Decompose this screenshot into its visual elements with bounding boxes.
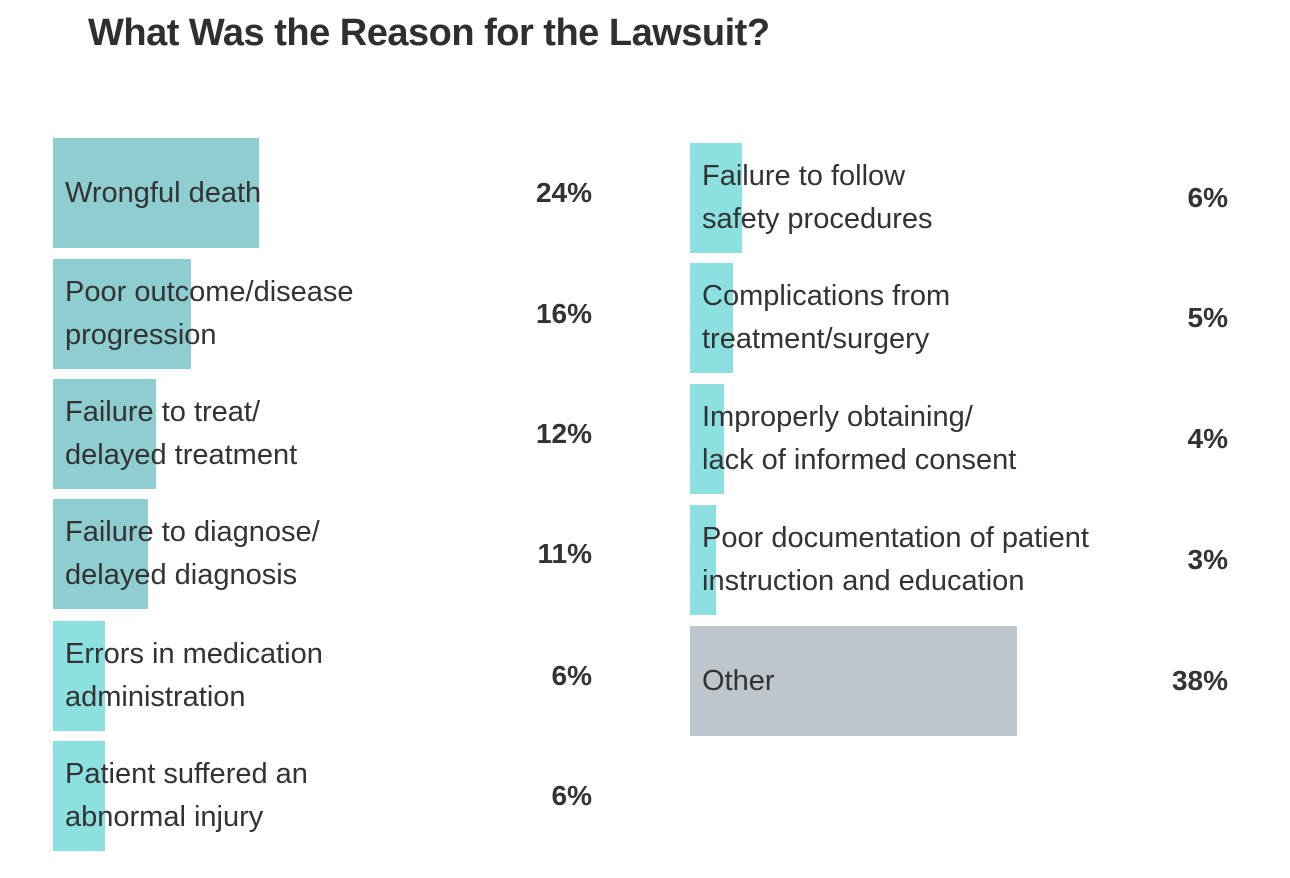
bar-row: Improperly obtaining/lack of informed co… (690, 384, 1228, 494)
bar-label-line: abnormal injury (65, 801, 264, 833)
data-label: 6% (1187, 182, 1228, 213)
bar-label-line: lack of informed consent (702, 444, 1017, 476)
bar-label: Improperly obtaining/lack of informed co… (702, 384, 1016, 494)
bar-row: Poor outcome/disease progression 16% (53, 259, 592, 369)
bar (53, 379, 157, 489)
bar-label-line: Wrongful death (65, 176, 262, 209)
bar-label-line: safety procedures (702, 203, 933, 235)
bar-label-line: Failure to treat/ (65, 396, 261, 428)
bar-label-line: treatment/surgery (702, 323, 930, 355)
data-label: 16% (535, 298, 592, 329)
bar-label-line: Other (702, 664, 775, 697)
bar-label: Complications from treatment/surgery (702, 263, 950, 373)
data-label: 4% (1187, 423, 1228, 454)
bar-label-line: Patient suffered an (65, 758, 308, 790)
bar-label-line: instruction and education (702, 565, 1025, 597)
bar-row: Poor documentation of patient instruction… (690, 505, 1228, 615)
bar-label: Failure to treat/delayed treatment (65, 379, 297, 489)
bar-label: Failure to diagnose/delayed diagnosis (65, 499, 320, 609)
bar (690, 143, 742, 253)
bar-row: Failure to follow safety procedures 6% (690, 143, 1228, 253)
bar-label: Poor outcome/disease progression (65, 259, 354, 369)
bar-label-line: Errors in medication (65, 638, 323, 670)
bar-label-line: Failure to diagnose/ (65, 516, 320, 548)
bar (690, 626, 1017, 736)
data-label: 3% (1187, 544, 1228, 575)
bar-label-line: Failure to follow (702, 160, 906, 192)
data-label: 11% (537, 538, 593, 569)
bar-row: Wrongful death 24% (53, 138, 592, 248)
bar-label: Wrongful death (65, 138, 261, 248)
bar-label-line: progression (65, 319, 217, 351)
bar (53, 621, 105, 731)
bar (53, 741, 105, 851)
bar-row: Failure to treat/delayed treatment 12% (53, 379, 592, 489)
bar-label: Patient suffered an abnormal injury (65, 741, 308, 851)
bar-label-line: Improperly obtaining/ (702, 401, 973, 433)
bar-label-line: administration (65, 681, 246, 713)
data-label: 5% (1187, 302, 1228, 333)
bar-label-line: delayed treatment (65, 439, 298, 471)
bar-row: Complications from treatment/surgery 5% (690, 263, 1228, 373)
bar-label-line: Poor outcome/disease (65, 276, 354, 308)
chart-title: What Was the Reason for the Lawsuit? (88, 12, 770, 54)
bar (53, 259, 191, 369)
bar (53, 138, 260, 248)
bar-label: Errors in medication administration (65, 621, 323, 731)
bar (690, 505, 716, 615)
bar-label-line: Poor documentation of patient (702, 522, 1089, 554)
data-label: 6% (551, 780, 592, 811)
data-label: 24% (535, 177, 592, 208)
bar-label: Poor documentation of patient instruction… (702, 505, 1089, 615)
data-label: 38% (1171, 665, 1228, 696)
bar-label: Other (702, 626, 775, 736)
bar-row: Failure to diagnose/delayed diagnosis 11% (53, 499, 592, 609)
bar-row: Other 38% (690, 626, 1228, 736)
bar-label: Failure to follow safety procedures (702, 143, 933, 253)
bar-label-line: Complications from (702, 280, 951, 312)
bar-label-line: delayed diagnosis (65, 559, 298, 591)
bar-row: Errors in medication administration 6% (53, 621, 592, 731)
bar-row: Patient suffered an abnormal injury 6% (53, 741, 592, 851)
data-label: 12% (535, 418, 592, 449)
bar (690, 263, 733, 373)
bar (690, 384, 725, 494)
data-label: 6% (551, 660, 592, 691)
bar (53, 499, 148, 609)
